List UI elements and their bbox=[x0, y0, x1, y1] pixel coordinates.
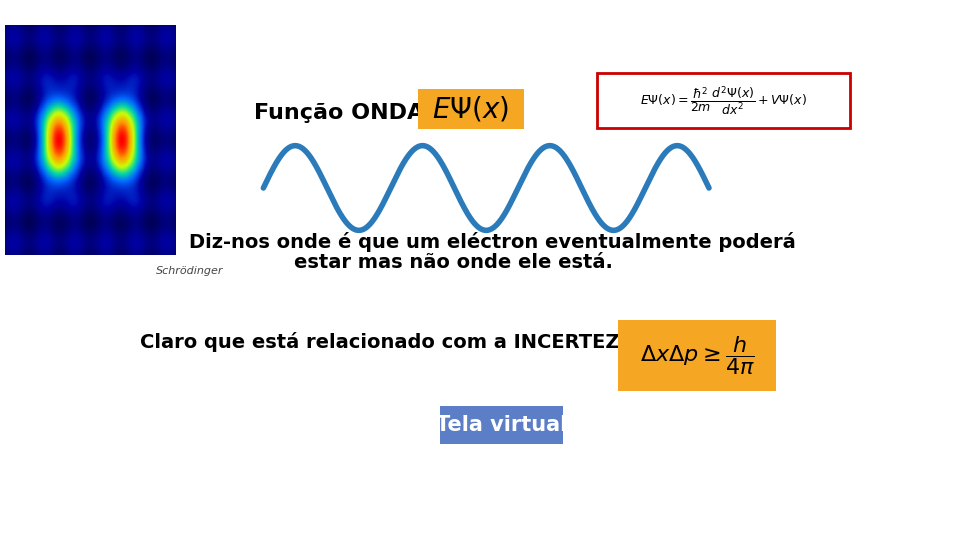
Text: $E\Psi(x)$: $E\Psi(x)$ bbox=[432, 94, 509, 123]
Text: estar mas não onde ele está.: estar mas não onde ele está. bbox=[294, 253, 612, 272]
Text: Diz-nos onde é que um eléctron eventualmente poderá: Diz-nos onde é que um eléctron eventualm… bbox=[188, 232, 796, 252]
Text: Função ONDA: Função ONDA bbox=[254, 103, 424, 123]
Text: Claro que está relacionado com a INCERTEZA: Claro que está relacionado com a INCERTE… bbox=[140, 332, 635, 352]
Text: Schrödinger: Schrödinger bbox=[156, 266, 224, 276]
Text: $E\Psi(x) = \dfrac{\hbar^2}{2m}\dfrac{d^2\Psi(x)}{dx^2} + V\Psi(x)$: $E\Psi(x) = \dfrac{\hbar^2}{2m}\dfrac{d^… bbox=[640, 84, 807, 117]
Text: $\Delta x \Delta p \geq \dfrac{h}{4\pi}$: $\Delta x \Delta p \geq \dfrac{h}{4\pi}$ bbox=[640, 334, 755, 377]
FancyBboxPatch shape bbox=[597, 72, 850, 128]
FancyBboxPatch shape bbox=[418, 89, 524, 129]
FancyBboxPatch shape bbox=[618, 320, 777, 392]
Text: Tela virtual: Tela virtual bbox=[436, 415, 567, 435]
FancyBboxPatch shape bbox=[440, 406, 564, 444]
